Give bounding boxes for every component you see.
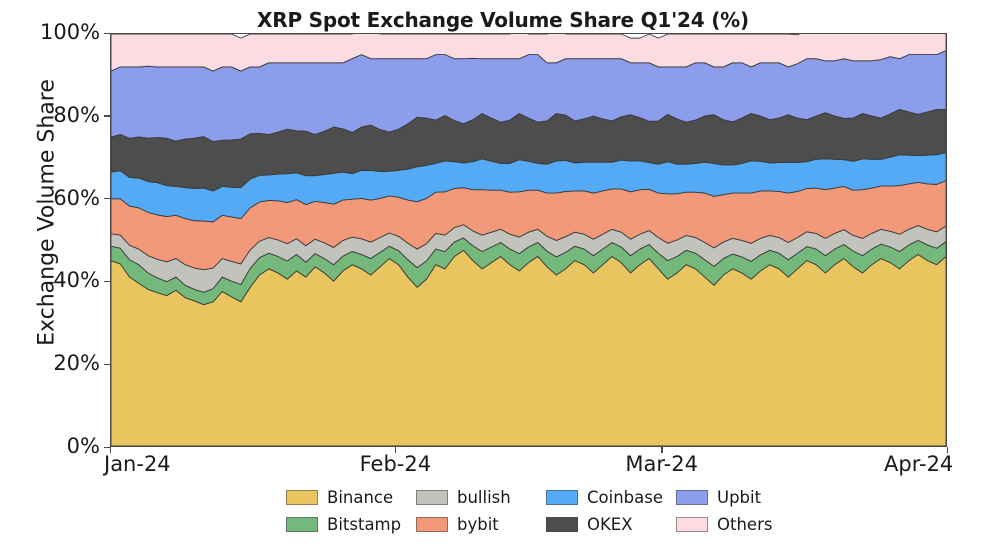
chart-title: XRP Spot Exchange Volume Share Q1'24 (%) (257, 8, 749, 32)
y-tick-label: 0% (66, 434, 100, 458)
y-tick-mark (104, 446, 110, 448)
x-tick-label: Mar-24 (625, 452, 698, 476)
legend-item-bybit[interactable]: bybit (416, 515, 546, 534)
legend-swatch-icon (416, 517, 448, 532)
plot-area (110, 33, 947, 447)
y-tick-label: 100% (40, 20, 101, 44)
area-series-others (111, 34, 946, 72)
legend-swatch-icon (286, 490, 318, 505)
y-tick-label: 60% (53, 185, 100, 210)
legend-label: Bitstamp (327, 515, 402, 534)
legend-swatch-icon (416, 490, 448, 505)
legend-label: bybit (457, 515, 499, 534)
chart-legend: Binance bullish Coinbase Upbit Bitstamp bybit… (286, 486, 806, 536)
x-tick-mark (661, 447, 663, 453)
legend-item-upbit[interactable]: Upbit (676, 488, 806, 507)
y-tick-label: 80% (53, 102, 100, 127)
x-tick-label: Apr-24 (884, 452, 954, 476)
legend-label: Others (717, 515, 773, 534)
legend-item-bitstamp[interactable]: Bitstamp (286, 515, 416, 534)
legend-item-others[interactable]: Others (676, 515, 806, 534)
x-tick-mark (109, 447, 111, 453)
legend-label: bullish (457, 488, 511, 507)
legend-label: OKEX (587, 515, 633, 534)
y-tick-mark (104, 115, 110, 117)
y-tick-mark (104, 198, 110, 200)
y-tick-mark (104, 363, 110, 365)
legend-label: Binance (327, 488, 394, 507)
x-tick-mark (394, 447, 396, 453)
legend-item-coinbase[interactable]: Coinbase (546, 488, 676, 507)
legend-item-okex[interactable]: OKEX (546, 515, 676, 534)
y-tick-mark (104, 280, 110, 283)
legend-swatch-icon (286, 517, 318, 532)
y-tick-label: 20% (53, 351, 100, 376)
legend-label: Coinbase (587, 488, 663, 507)
x-tick-mark (946, 447, 948, 453)
stacked-area-plot (111, 34, 946, 446)
legend-item-binance[interactable]: Binance (286, 488, 416, 507)
y-tick-mark (104, 32, 110, 34)
x-tick-label: Jan-24 (104, 452, 171, 476)
legend-item-bullish[interactable]: bullish (416, 488, 546, 507)
legend-swatch-icon (676, 490, 708, 505)
y-tick-label: 40% (53, 268, 100, 293)
legend-swatch-icon (546, 490, 578, 505)
legend-swatch-icon (676, 517, 708, 532)
legend-swatch-icon (546, 517, 578, 532)
legend-label: Upbit (717, 488, 762, 507)
x-tick-label: Feb-24 (359, 452, 432, 476)
